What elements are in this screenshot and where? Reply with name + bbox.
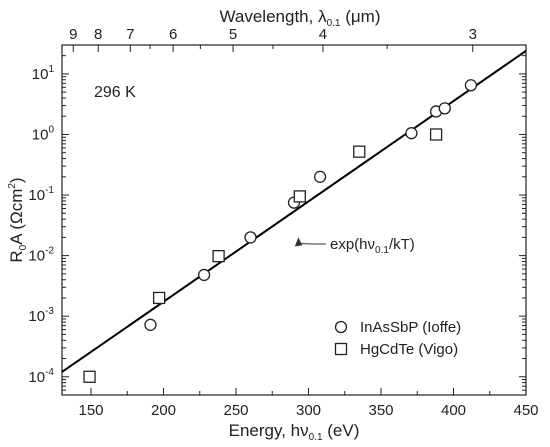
top-axis-title: Wavelength, λ0.1 (μm) — [219, 7, 380, 29]
y-axis-title: R0A (Ωcm2) — [7, 177, 29, 262]
data-point-square — [429, 128, 443, 141]
y-tick-label: 101 — [32, 64, 55, 83]
y-tick-label: 10-2 — [28, 246, 54, 265]
x-tick-label: 200 — [151, 402, 176, 419]
legend-label-series-2: HgCdTe (Vigo) — [360, 341, 458, 358]
x-tick-label: 400 — [441, 402, 466, 419]
y-tick-label: 10-1 — [28, 185, 54, 204]
bottom-axis-ticks: 150 200 250 300 350 400 450 — [78, 388, 539, 419]
legend-label-series-1: InAsSbP (Ioffe) — [360, 319, 461, 336]
top-tick-label: 4 — [319, 26, 327, 43]
data-point-circle — [244, 231, 257, 244]
data-point-square — [212, 250, 225, 263]
annotation-label: exp(hν0.1/kT) — [330, 236, 415, 256]
top-tick-label: 6 — [169, 26, 177, 43]
plot-frame — [61, 44, 527, 396]
data-point-circle — [438, 102, 451, 115]
left-axis-ticks: 10-4 10-3 10-2 10-1 100 101 — [28, 44, 526, 396]
data-point-circle — [197, 268, 211, 282]
x-tick-label: 350 — [368, 402, 393, 419]
top-tick-label: 3 — [469, 26, 477, 43]
x-axis-title: Energy, hν0.1 (eV) — [229, 421, 360, 443]
data-point-circle — [313, 170, 327, 183]
x-tick-label: 300 — [296, 402, 321, 419]
annotation-arrowhead — [294, 237, 303, 247]
data-markers — [83, 79, 478, 383]
y-tick-label: 10-3 — [28, 306, 54, 325]
x-tick-label: 450 — [513, 402, 538, 419]
top-tick-label: 5 — [229, 26, 237, 43]
data-point-square — [293, 190, 306, 203]
data-point-square — [152, 291, 166, 305]
annotation-arrow — [299, 242, 327, 245]
data-point-circle — [405, 127, 418, 140]
y-tick-label: 10-4 — [28, 367, 54, 386]
data-point-square — [353, 145, 366, 158]
top-tick-label: 7 — [126, 26, 134, 43]
legend-circle-marker — [334, 320, 348, 334]
data-point-circle — [144, 318, 157, 331]
legend-square-marker — [334, 342, 348, 356]
y-tick-label: 100 — [32, 124, 55, 143]
data-point-circle — [464, 79, 478, 92]
data-point-square — [83, 370, 96, 383]
x-tick-label: 250 — [223, 402, 248, 419]
top-tick-label: 8 — [94, 26, 102, 43]
legend: InAsSbP (Ioffe) HgCdTe (Vigo) — [334, 319, 461, 358]
temperature-label: 296 K — [94, 84, 136, 101]
x-tick-label: 150 — [78, 402, 103, 419]
top-tick-label: 9 — [69, 26, 77, 43]
